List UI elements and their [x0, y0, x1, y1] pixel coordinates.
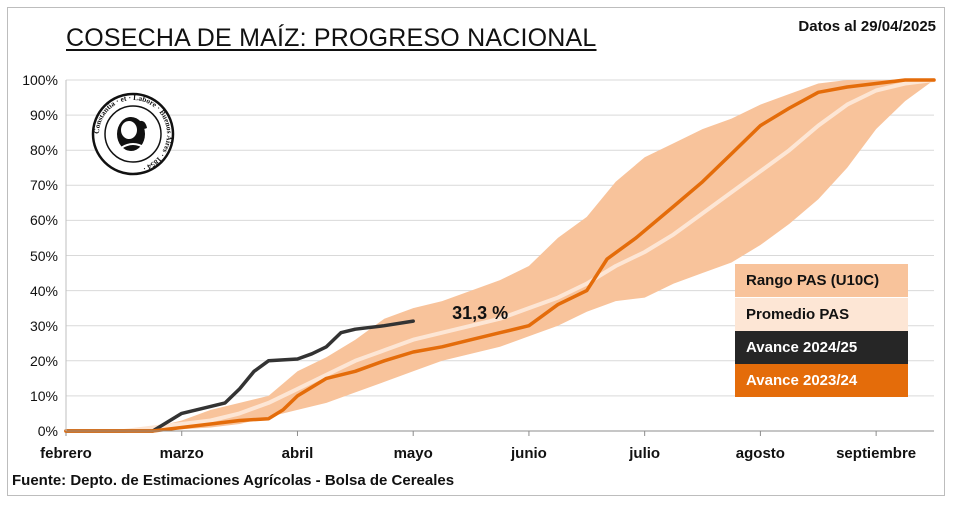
y-tick-label: 90%: [29, 107, 58, 124]
bolsa-de-cereales-seal-icon: Constantia · et · Labore · Buenos Aires …: [91, 92, 175, 176]
legend-label: Avance 2024/25: [746, 339, 858, 356]
y-tick-label: 30%: [29, 317, 58, 334]
y-tick-label: 0%: [37, 423, 58, 439]
y-tick-label: 10%: [29, 387, 58, 404]
x-tick-label: mayo: [393, 445, 433, 462]
x-tick-label: agosto: [735, 445, 785, 462]
series-line-promedio-pas: [64, 78, 936, 433]
y-tick-label: 50%: [29, 247, 58, 264]
legend-label: Rango PAS (U10C): [746, 272, 880, 289]
x-tick-label: febrero: [40, 445, 92, 462]
page-title: COSECHA DE MAÍZ: PROGRESO NACIONAL: [66, 24, 597, 52]
data-date: Datos al 29/04/2025: [798, 18, 936, 35]
y-tick-label: 20%: [29, 352, 58, 369]
legend-item-avance-2024-25: Avance 2024/25: [735, 331, 908, 364]
x-tick-label: junio: [511, 445, 547, 462]
y-tick-label: 40%: [29, 282, 58, 299]
legend-label: Promedio PAS: [746, 306, 850, 323]
x-tick-label: marzo: [159, 445, 204, 462]
legend-label: Avance 2023/24: [746, 372, 858, 389]
y-tick-label: 80%: [29, 142, 58, 159]
legend-item-rango-pas: Rango PAS (U10C): [735, 264, 908, 297]
y-tick-label: 60%: [29, 212, 58, 229]
legend-item-avance-2023-24: Avance 2023/24: [735, 364, 908, 397]
x-tick-label: abril: [281, 445, 314, 462]
chart-frame: [7, 7, 945, 496]
source-note: Fuente: Depto. de Estimaciones Agrícolas…: [12, 472, 455, 489]
x-tick-label: julio: [629, 445, 661, 462]
x-tick-label: septiembre: [836, 445, 917, 462]
y-tick-label: 70%: [29, 177, 58, 194]
legend-item-promedio-pas: Promedio PAS: [735, 298, 908, 331]
current-progress-annotation: 31,3 %: [452, 303, 509, 324]
y-tick-label: 100%: [22, 72, 58, 88]
series-line-avance-2023-24: [64, 78, 936, 433]
